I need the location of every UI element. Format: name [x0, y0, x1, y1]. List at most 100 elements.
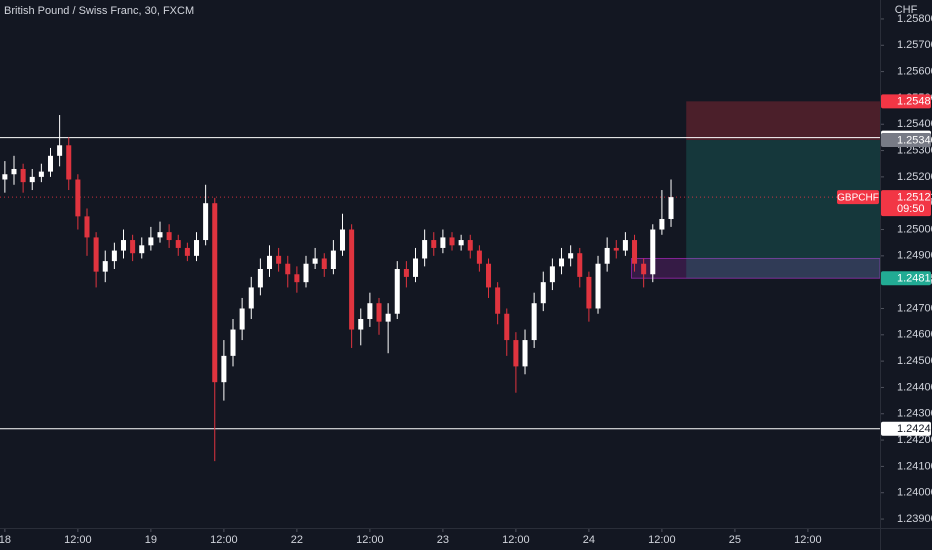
candle-body: [184, 247, 190, 256]
y-tick-label: 1.25600: [897, 65, 932, 77]
stop-zone: [686, 101, 880, 141]
candle-body: [166, 232, 172, 241]
candle-body: [148, 237, 154, 246]
candle-body: [303, 263, 309, 283]
candle-body: [130, 240, 136, 254]
candle-body: [75, 179, 81, 217]
candle-body: [568, 253, 574, 259]
x-tick-label: 19: [145, 534, 157, 546]
candle-body: [257, 269, 263, 288]
candle-body: [102, 261, 108, 272]
x-tick-label: 24: [583, 534, 595, 546]
candle-body: [93, 237, 99, 272]
candle-body: [66, 145, 72, 180]
candle-body: [440, 237, 446, 248]
candle-body: [349, 229, 355, 330]
candle-body: [221, 355, 227, 383]
candle-body: [431, 240, 437, 248]
y-tick-label: 1.24500: [897, 355, 932, 367]
x-tick-label: 12:00: [210, 534, 238, 546]
x-tick-label: 25: [729, 534, 741, 546]
candle-body: [376, 303, 382, 322]
candle-body: [2, 174, 8, 180]
y-tick-label: 1.25000: [897, 223, 932, 235]
candle-body: [276, 255, 282, 264]
candle-body: [330, 250, 336, 270]
y-tick-label: 1.24200: [897, 434, 932, 446]
candle-body: [367, 303, 373, 320]
candle-body: [312, 258, 318, 264]
candle-body: [467, 240, 473, 251]
candle-body: [57, 145, 63, 156]
level-label: 1.24243: [897, 423, 932, 435]
candle-body: [84, 216, 90, 238]
candle-body: [486, 263, 492, 288]
candle-body: [212, 203, 218, 383]
candle-body: [294, 274, 300, 283]
y-tick-label: 1.24900: [897, 250, 932, 262]
symbol-bg: [837, 190, 879, 205]
y-tick-label: 1.24100: [897, 460, 932, 472]
candle-body: [622, 240, 628, 251]
candle-body: [175, 240, 181, 248]
last-price-bg: [881, 190, 931, 217]
x-tick-label: 22: [291, 534, 303, 546]
candle-body: [11, 168, 17, 175]
candle-body: [604, 247, 610, 264]
candle-body: [139, 245, 145, 254]
x-tick-label: 23: [437, 534, 449, 546]
candle-body: [239, 308, 245, 330]
candle-body: [340, 229, 346, 251]
y-tick-label: 1.25300: [897, 144, 932, 156]
candle-body: [385, 313, 391, 322]
candle-body: [403, 269, 409, 277]
candle-body: [449, 237, 455, 246]
candle-body: [632, 240, 638, 264]
candle-body: [120, 240, 127, 251]
candle-body: [495, 287, 501, 314]
candle-body: [193, 240, 200, 256]
candle-body: [641, 263, 647, 275]
candle-body: [613, 247, 619, 251]
candle-body: [157, 232, 163, 238]
candle-body: [531, 303, 537, 341]
candle-body: [595, 263, 601, 309]
y-tick-label: 1.24600: [897, 329, 932, 341]
y-tick-label: 1.24400: [897, 381, 932, 393]
countdown: 09:50: [897, 203, 925, 215]
candle-body: [540, 282, 546, 304]
candle-body: [513, 340, 519, 367]
entry-label-bg: [881, 133, 931, 148]
target-label-bg: [881, 271, 931, 286]
candle-body: [266, 255, 273, 270]
candle-body: [522, 340, 528, 367]
candle-body: [504, 313, 510, 341]
candle-body: [321, 258, 327, 270]
x-tick-label: 12:00: [356, 534, 384, 546]
last-price-label: 1.25123: [897, 192, 932, 204]
x-tick-label: 12:00: [648, 534, 676, 546]
candle-body: [248, 287, 254, 309]
chart-title: British Pound / Swiss Franc, 30, FXCM: [4, 5, 194, 17]
target-label: 1.24815: [897, 273, 932, 285]
y-tick-label: 1.23900: [897, 513, 932, 525]
candle-body: [38, 171, 44, 177]
candle-body: [586, 276, 592, 309]
candle-body: [47, 155, 54, 172]
candle-body: [559, 258, 565, 267]
x-tick-label: 18: [0, 534, 11, 546]
y-tick-label: 1.24300: [897, 408, 932, 420]
candle-body: [422, 240, 428, 259]
candle-body: [659, 218, 665, 230]
y-tick-label: 1.25400: [897, 118, 932, 130]
candle-body: [20, 168, 26, 183]
candle-body: [458, 240, 464, 246]
candle-body: [577, 253, 583, 277]
candle-body: [413, 258, 419, 277]
candle-body: [111, 250, 117, 262]
candle-body: [476, 250, 482, 264]
symbol-label: GBPCHF: [837, 192, 879, 203]
candle-body: [668, 197, 674, 219]
